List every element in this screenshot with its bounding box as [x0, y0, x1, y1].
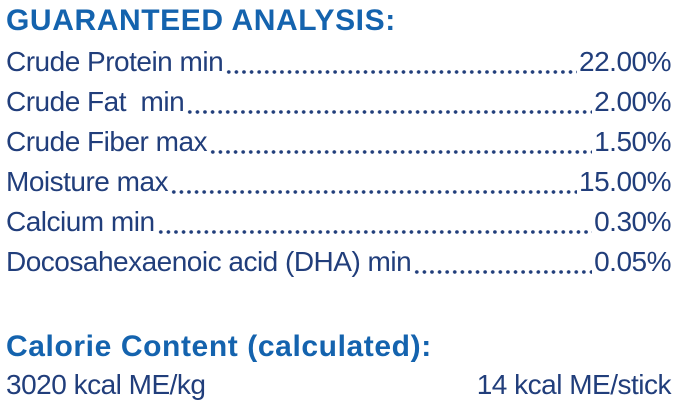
- nutrient-label: Docosahexaenoic acid (DHA) min: [6, 246, 412, 277]
- analysis-table: Crude Protein min 22.00% Crude Fat min 2…: [6, 42, 671, 282]
- row-crude-fiber: Crude Fiber max 1.50%: [6, 122, 671, 162]
- nutrient-value: 2.00%: [594, 86, 671, 117]
- nutrient-value: 22.00%: [579, 46, 671, 77]
- guaranteed-analysis-section: GUARANTEED ANALYSIS: Crude Protein min 2…: [6, 3, 671, 282]
- nutrient-label: Crude Protein min: [6, 46, 224, 77]
- nutrient-value: 1.50%: [594, 126, 671, 157]
- calorie-values-row: 3020 kcal ME/kg 14 kcal ME/stick: [6, 365, 672, 405]
- dot-leader: [225, 62, 578, 75]
- dot-leader: [413, 262, 593, 275]
- dot-leader: [156, 222, 593, 235]
- calorie-content-title: Calorie Content (calculated):: [6, 330, 432, 363]
- nutrient-value: 0.30%: [594, 206, 671, 237]
- row-calcium: Calcium min 0.30%: [6, 202, 671, 242]
- dot-leader: [170, 182, 578, 195]
- guaranteed-analysis-title: GUARANTEED ANALYSIS:: [6, 4, 396, 37]
- row-dha: Docosahexaenoic acid (DHA) min 0.05%: [6, 242, 671, 282]
- nutrient-value: 0.05%: [594, 246, 671, 277]
- nutrient-value: 15.00%: [579, 166, 671, 197]
- row-crude-protein: Crude Protein min 22.00%: [6, 42, 671, 82]
- calorie-content-section: Calorie Content (calculated): 3020 kcal …: [6, 329, 672, 405]
- dot-leader: [186, 102, 593, 115]
- dot-leader: [209, 142, 593, 155]
- nutrient-label: Crude Fiber max: [6, 126, 208, 157]
- nutrient-label: Calcium min: [6, 206, 155, 237]
- nutrient-label: Crude Fat min: [6, 86, 185, 117]
- nutrient-label: Moisture max: [6, 166, 169, 197]
- row-moisture: Moisture max 15.00%: [6, 162, 671, 202]
- calorie-per-stick: 14 kcal ME/stick: [476, 369, 672, 400]
- row-crude-fat: Crude Fat min 2.00%: [6, 82, 671, 122]
- calorie-per-kg: 3020 kcal ME/kg: [6, 369, 206, 400]
